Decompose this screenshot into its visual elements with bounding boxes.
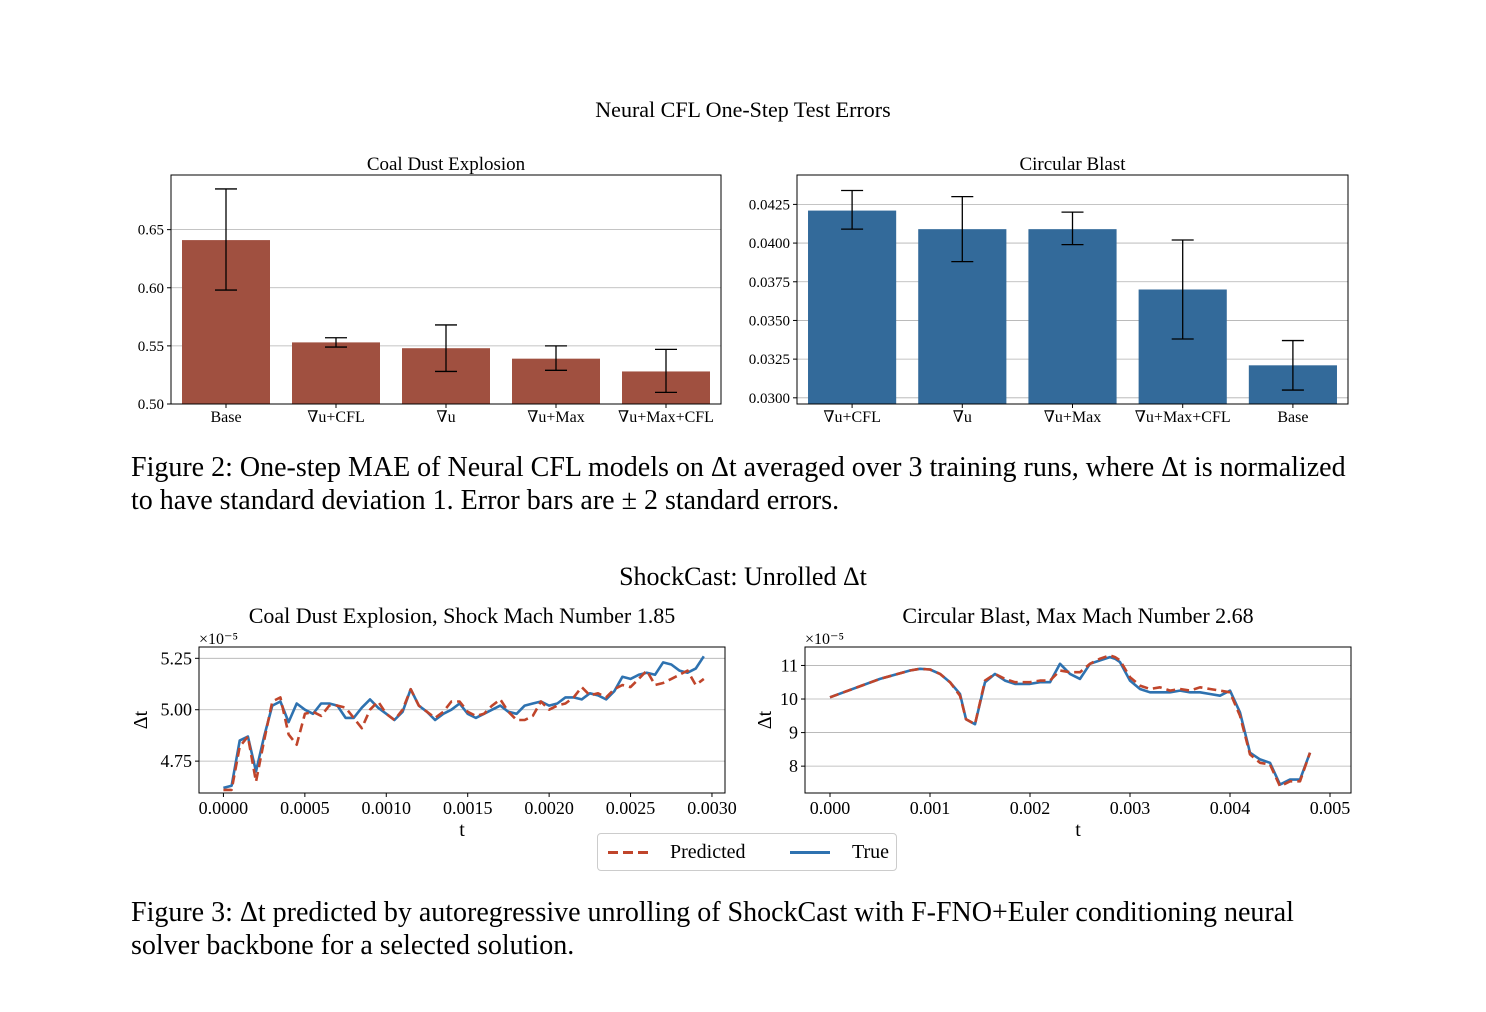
legend-item-predicted: Predicted	[608, 840, 746, 864]
y-tick-label: 0.55	[138, 339, 164, 355]
y-tick-label: 9	[789, 723, 798, 743]
predicted-line-swatch	[608, 850, 648, 854]
x-axis-label: t	[1075, 819, 1081, 841]
x-tick-label: 0.003	[1110, 798, 1151, 818]
x-tick-label: 0.0025	[606, 798, 656, 818]
chart-title: Coal Dust Explosion, Shock Mach Number 1…	[249, 603, 676, 628]
chart-title: Coal Dust Explosion	[367, 154, 526, 175]
y-tick-label: 8	[789, 756, 798, 776]
y-tick-label: 0.50	[138, 397, 164, 413]
x-tick-label: 0.0000	[199, 798, 249, 818]
x-tick-label: 0.001	[910, 798, 951, 818]
plot-frame	[198, 646, 726, 794]
x-tick-label: ∇u+Max	[527, 409, 585, 426]
true-line-swatch	[790, 850, 830, 854]
legend: Predicted True	[597, 833, 897, 871]
x-tick-label: 0.000	[810, 798, 851, 818]
chart-title: Circular Blast, Max Mach Number 2.68	[902, 603, 1253, 628]
plot-frame	[804, 646, 1352, 794]
y-tick-label: 0.60	[138, 281, 164, 297]
bar	[292, 342, 380, 404]
legend-label-true: True	[852, 840, 890, 863]
x-tick-label: Base	[210, 409, 241, 426]
x-tick-label: 0.002	[1010, 798, 1051, 818]
x-tick-label: ∇u	[953, 409, 972, 426]
bar	[808, 210, 897, 404]
true-line	[223, 655, 705, 790]
y-axis-label: Δt	[754, 710, 776, 729]
x-tick-label: ∇u+Max+CFL	[618, 409, 714, 426]
x-tick-label: 0.0020	[524, 798, 574, 818]
y-tick-label: 0.0425	[749, 197, 790, 213]
y-tick-label: 10	[780, 689, 798, 709]
true-line	[829, 655, 1312, 786]
chart-title: Circular Blast	[1019, 154, 1126, 175]
x-tick-label: ∇u+CFL	[823, 409, 881, 426]
x-tick-label: 0.0030	[687, 798, 737, 818]
y-axis-label: Δt	[130, 710, 152, 729]
x-tick-label: 0.005	[1310, 798, 1351, 818]
bar	[1028, 229, 1117, 404]
predicted-line	[829, 654, 1312, 788]
y-tick-label: 0.65	[138, 223, 164, 239]
x-tick-label: 0.004	[1210, 798, 1251, 818]
x-tick-label: ∇u+Max	[1044, 409, 1102, 426]
y-tick-label: 0.0400	[749, 236, 790, 252]
y-tick-label: 0.0300	[749, 391, 790, 407]
predicted-line	[223, 669, 705, 792]
y-tick-label: 11	[781, 655, 798, 675]
x-tick-label: 0.0005	[280, 798, 330, 818]
axis-offset-label: ×10⁻⁵	[805, 631, 844, 648]
x-axis-label: t	[459, 819, 465, 841]
y-tick-label: 0.0350	[749, 313, 790, 329]
x-tick-label: ∇u+Max+CFL	[1135, 409, 1231, 426]
figure3-suptitle: ShockCast: Unrolled Δt	[619, 562, 867, 591]
y-tick-label: 5.25	[161, 648, 193, 668]
figure2-suptitle: Neural CFL One-Step Test Errors	[595, 97, 891, 122]
x-tick-label: ∇u	[436, 409, 455, 426]
x-tick-label: 0.0010	[362, 798, 412, 818]
legend-item-true: True	[790, 840, 889, 864]
x-tick-label: Base	[1277, 409, 1308, 426]
x-tick-label: ∇u+CFL	[307, 409, 365, 426]
y-tick-label: 0.0375	[749, 275, 790, 291]
y-tick-label: 4.75	[161, 751, 193, 771]
axis-offset-label: ×10⁻⁵	[199, 631, 238, 648]
plot-frame	[170, 174, 722, 405]
figure2-caption: Figure 2: One-step MAE of Neural CFL mod…	[131, 452, 1346, 516]
y-tick-label: 5.00	[161, 700, 193, 720]
figure3-caption: Figure 3: Δt predicted by autoregressive…	[131, 897, 1294, 961]
plot-frame	[796, 174, 1349, 405]
y-tick-label: 0.0325	[749, 352, 790, 368]
legend-label-predicted: Predicted	[670, 840, 746, 863]
x-tick-label: 0.0015	[443, 798, 493, 818]
